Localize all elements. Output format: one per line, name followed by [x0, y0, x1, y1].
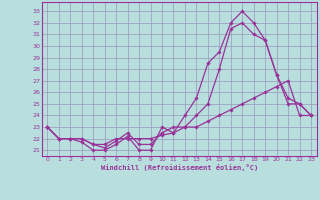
- X-axis label: Windchill (Refroidissement éolien,°C): Windchill (Refroidissement éolien,°C): [100, 164, 258, 171]
